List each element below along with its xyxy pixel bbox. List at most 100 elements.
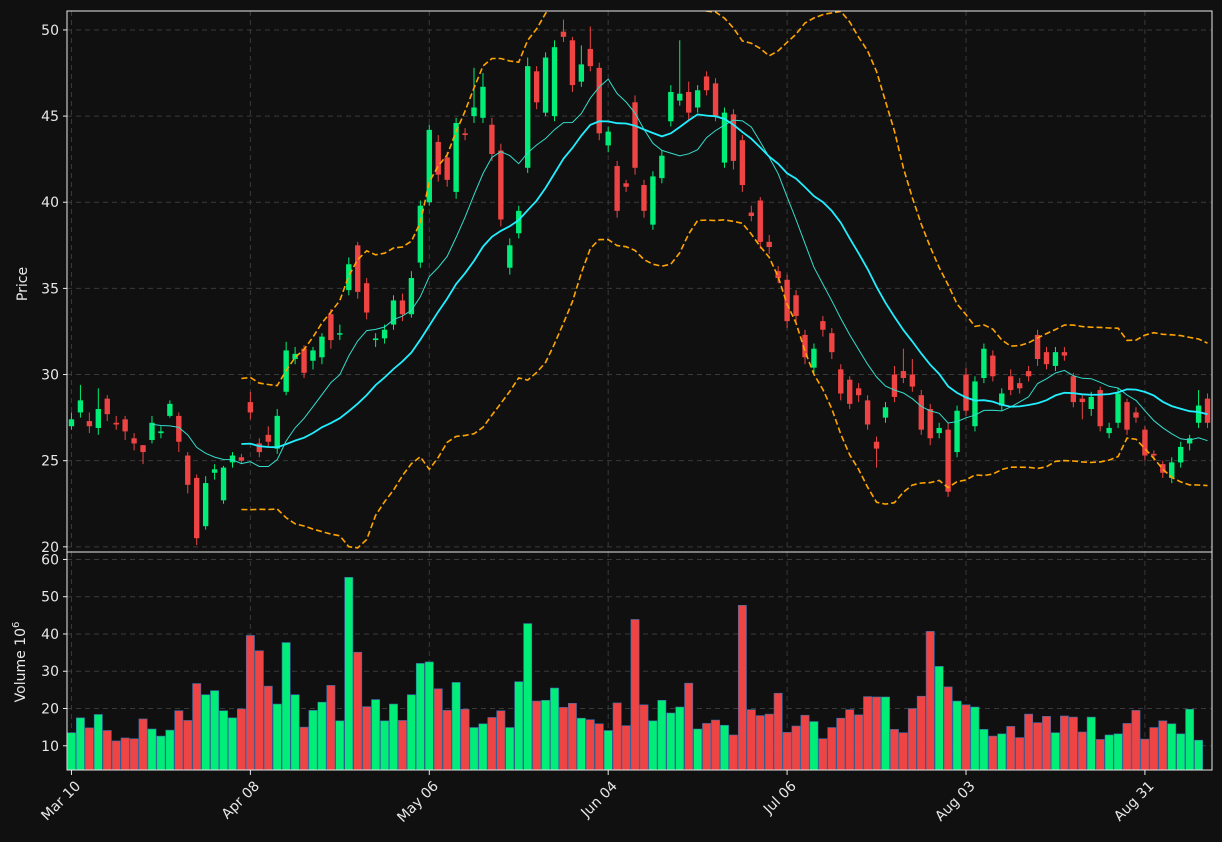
candle-down	[945, 429, 951, 492]
volume-bar	[460, 708, 470, 771]
upper-band-line	[241, 11, 1208, 387]
candle-down	[739, 140, 746, 186]
volume-tick-label: 40	[41, 627, 59, 643]
slow-average-line	[241, 113, 1208, 449]
candle-down	[1043, 352, 1050, 365]
volume-bar	[84, 727, 94, 771]
volume-bar	[210, 690, 220, 771]
candle-up	[954, 410, 960, 453]
volume-axis-title: Volume 106	[11, 622, 29, 703]
volume-bar	[729, 734, 738, 771]
price-tick-label: 45	[41, 109, 59, 125]
candle-down	[256, 443, 263, 453]
candle-up	[426, 129, 432, 203]
volume-bar	[603, 730, 613, 771]
volume-bar	[1068, 716, 1078, 771]
price-axis-title: Price	[15, 267, 31, 301]
candle-down	[1034, 334, 1041, 360]
volume-bar	[836, 717, 846, 771]
volume-bar	[791, 725, 801, 771]
candle-down	[614, 166, 620, 211]
candle-up	[167, 403, 173, 416]
candle-down	[686, 91, 692, 113]
candle-up	[337, 333, 343, 335]
candle-down	[900, 371, 907, 378]
candle-up	[659, 155, 665, 179]
volume-bar	[890, 729, 899, 771]
volume-bar	[800, 714, 810, 771]
volume-bar	[219, 710, 228, 771]
volume-bar	[755, 715, 765, 771]
volume-bar	[299, 726, 309, 771]
volume-bar	[1131, 710, 1141, 771]
volume-bar	[290, 694, 300, 771]
candle-up	[229, 455, 236, 463]
candle-up	[677, 93, 683, 101]
price-tick-label: 35	[41, 281, 59, 297]
candle-down	[703, 76, 710, 91]
volume-bar	[988, 735, 998, 771]
volume-bar	[192, 683, 202, 771]
candle-down	[641, 185, 647, 211]
volume-bar	[174, 710, 184, 771]
volume-bar	[308, 710, 318, 771]
volume-bar	[576, 717, 586, 771]
volume-bar	[997, 733, 1007, 771]
volume-axis-title-text: Volume 10	[13, 628, 29, 702]
volume-bar	[594, 723, 604, 771]
volume-bar	[254, 650, 264, 771]
volume-bar	[1006, 726, 1016, 771]
candle-down	[802, 334, 808, 358]
candle-up	[77, 400, 84, 413]
candle-down	[632, 102, 638, 168]
volume-bar	[675, 706, 685, 771]
volume-bar	[326, 685, 336, 771]
volume-panel-frame	[66, 551, 1213, 771]
candle-up	[1052, 352, 1059, 366]
candle-down	[462, 133, 468, 136]
volume-bar	[666, 712, 676, 771]
volume-bar	[782, 732, 792, 771]
volume-bar	[559, 707, 568, 771]
volume-bar	[907, 708, 917, 771]
volume-bar	[1194, 739, 1203, 771]
volume-bar	[648, 720, 658, 771]
volume-bar	[102, 730, 112, 771]
volume-bar	[1167, 723, 1177, 771]
volume-bar	[487, 717, 497, 771]
panel-frames	[66, 10, 1213, 771]
candle-down	[1204, 398, 1211, 423]
candle-down	[587, 48, 593, 67]
volume-bar	[809, 721, 819, 771]
price-tick-label: 50	[41, 23, 59, 39]
volume-bar	[228, 717, 237, 771]
candle-down	[444, 157, 450, 180]
candle-up	[480, 86, 486, 118]
volume-bar	[567, 702, 577, 771]
candle-down	[793, 295, 799, 316]
volume-bar	[1051, 732, 1060, 771]
candle-down	[104, 398, 110, 415]
candle-up	[1169, 462, 1175, 478]
candle-down	[623, 183, 629, 187]
volume-bar	[451, 682, 461, 771]
candle-up	[390, 300, 397, 325]
volume-bar	[720, 724, 729, 771]
volume-bar	[478, 723, 488, 771]
volume-bar	[916, 695, 926, 771]
candle-up	[936, 427, 942, 434]
candle-down	[829, 333, 835, 353]
candle-up	[372, 338, 379, 341]
candle-down	[757, 200, 763, 242]
candle-down	[864, 400, 871, 425]
volume-bar	[67, 732, 76, 771]
volume-bar	[496, 710, 506, 771]
candle-up	[1195, 405, 1202, 423]
volume-bar	[93, 714, 103, 771]
candle-up	[578, 64, 585, 82]
volume-axis-exponent: 6	[11, 622, 22, 628]
candle-up	[319, 336, 325, 358]
candle-up	[471, 107, 477, 117]
volume-bar	[639, 704, 649, 771]
volume-bar	[237, 708, 246, 771]
